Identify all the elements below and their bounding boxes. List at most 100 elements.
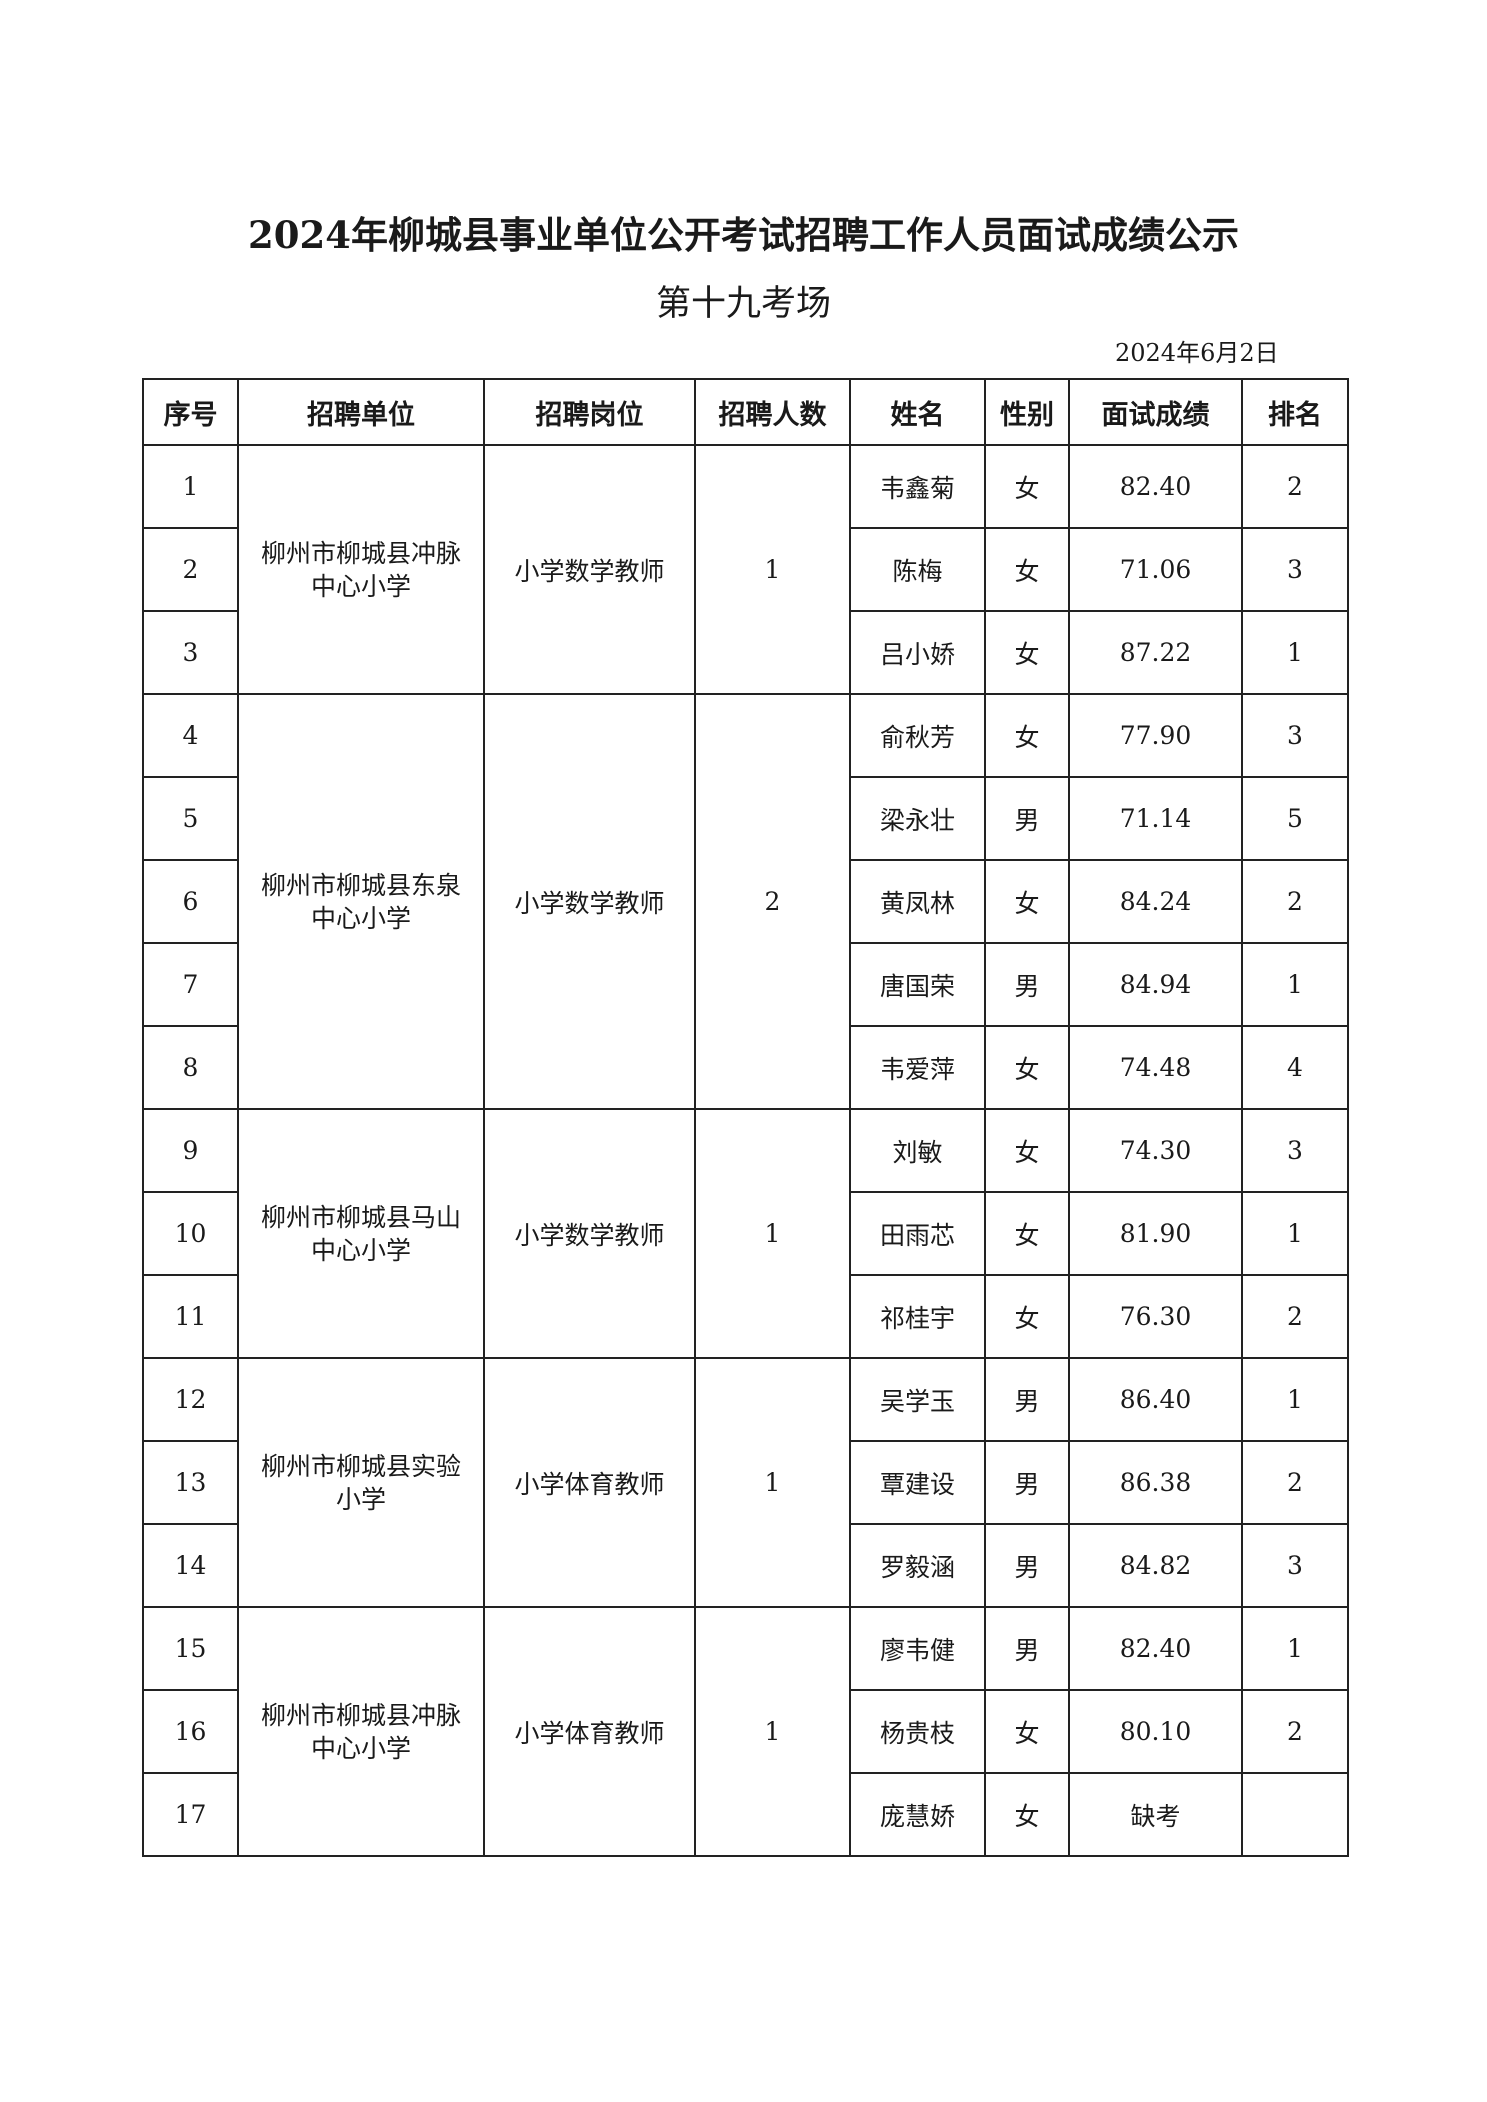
candidate-rank: 1 bbox=[1241, 1606, 1349, 1691]
table-row: 17 庞慧娇女缺考 bbox=[142, 1772, 1349, 1857]
candidate-rank: 2 bbox=[1241, 1689, 1349, 1774]
column-header: 姓名 bbox=[849, 378, 986, 446]
candidate-name: 吕小娇 bbox=[849, 610, 986, 695]
table-row: 13 覃建设男 86.38 2 bbox=[142, 1440, 1349, 1525]
candidate-name: 罗毅涵 bbox=[849, 1523, 986, 1608]
table-row: 4 柳州市柳城县东泉中心小学 小学数学教师 2 俞秋芳女 77.90 3 bbox=[142, 693, 1349, 1110]
recruiting-post: 小学体育教师 bbox=[483, 1357, 696, 1608]
row-number: 2 bbox=[142, 527, 239, 612]
candidate-name: 韦爱萍 bbox=[849, 1025, 986, 1110]
interview-score: 缺考 bbox=[1068, 1772, 1243, 1857]
candidate-gender: 女 bbox=[984, 1025, 1070, 1110]
recruit-count: 1 bbox=[694, 1108, 851, 1359]
candidate-rank: 4 bbox=[1241, 1025, 1349, 1110]
recruiting-post: 小学数学教师 bbox=[483, 444, 696, 695]
interview-score: 87.22 bbox=[1068, 610, 1243, 695]
candidate-gender: 女 bbox=[984, 1191, 1070, 1276]
candidate-gender: 男 bbox=[984, 1523, 1070, 1608]
interview-score: 86.38 bbox=[1068, 1440, 1243, 1525]
candidate-rank: 1 bbox=[1241, 1191, 1349, 1276]
interview-score: 71.14 bbox=[1068, 776, 1243, 861]
recruiting-unit: 柳州市柳城县实验小学 bbox=[237, 1357, 485, 1608]
table-row: 16 杨贵枝女 80.10 2 bbox=[142, 1689, 1349, 1774]
candidate-gender: 女 bbox=[984, 693, 1070, 778]
candidate-name: 唐国荣 bbox=[849, 942, 986, 1027]
row-number: 4 bbox=[142, 693, 239, 778]
candidate-name: 陈梅 bbox=[849, 527, 986, 612]
recruit-count: 2 bbox=[694, 693, 851, 1110]
column-header: 招聘岗位 bbox=[483, 378, 696, 446]
table-row: 12 柳州市柳城县实验小学 小学体育教师 1 吴学玉男 86.40 1 bbox=[142, 1357, 1349, 1608]
row-number: 1 bbox=[142, 444, 239, 529]
candidate-gender: 男 bbox=[984, 1606, 1070, 1691]
table-row: 5 梁永壮男 71.14 5 bbox=[142, 776, 1349, 861]
interview-score: 82.40 bbox=[1068, 1606, 1243, 1691]
candidate-gender: 女 bbox=[984, 610, 1070, 695]
row-number: 3 bbox=[142, 610, 239, 695]
column-header: 排名 bbox=[1241, 378, 1349, 446]
candidate-gender: 男 bbox=[984, 776, 1070, 861]
candidate-name: 梁永壮 bbox=[849, 776, 986, 861]
table-row: 6 黄凤林女 84.24 2 bbox=[142, 859, 1349, 944]
row-number: 9 bbox=[142, 1108, 239, 1193]
document-title: 2024年柳城县事业单位公开考试招聘工作人员面试成绩公示 bbox=[248, 213, 1239, 257]
interview-score: 71.06 bbox=[1068, 527, 1243, 612]
row-number: 16 bbox=[142, 1689, 239, 1774]
candidate-gender: 男 bbox=[984, 1440, 1070, 1525]
interview-score: 80.10 bbox=[1068, 1689, 1243, 1774]
row-number: 17 bbox=[142, 1772, 239, 1857]
candidate-rank: 3 bbox=[1241, 1523, 1349, 1608]
candidate-name: 韦鑫菊 bbox=[849, 444, 986, 529]
table-row: 9 柳州市柳城县马山中心小学 小学数学教师 1 刘敏女 74.30 3 bbox=[142, 1108, 1349, 1359]
row-number: 10 bbox=[142, 1191, 239, 1276]
candidate-name: 俞秋芳 bbox=[849, 693, 986, 778]
candidate-name: 吴学玉 bbox=[849, 1357, 986, 1442]
recruiting-post: 小学数学教师 bbox=[483, 693, 696, 1110]
recruiting-post: 小学体育教师 bbox=[483, 1606, 696, 1857]
recruit-count: 1 bbox=[694, 444, 851, 695]
candidate-gender: 女 bbox=[984, 444, 1070, 529]
interview-score: 76.30 bbox=[1068, 1274, 1243, 1359]
interview-score: 74.30 bbox=[1068, 1108, 1243, 1193]
candidate-rank: 2 bbox=[1241, 1440, 1349, 1525]
interview-score: 84.24 bbox=[1068, 859, 1243, 944]
candidate-rank: 1 bbox=[1241, 1357, 1349, 1442]
row-number: 13 bbox=[142, 1440, 239, 1525]
candidate-rank: 1 bbox=[1241, 942, 1349, 1027]
document-subtitle: 第十九考场 bbox=[655, 284, 831, 324]
recruit-count: 1 bbox=[694, 1357, 851, 1608]
table-row: 14 罗毅涵男 84.82 3 bbox=[142, 1523, 1349, 1608]
candidate-gender: 女 bbox=[984, 1274, 1070, 1359]
row-number: 11 bbox=[142, 1274, 239, 1359]
candidate-gender: 女 bbox=[984, 527, 1070, 612]
candidate-name: 庞慧娇 bbox=[849, 1772, 986, 1857]
interview-score: 81.90 bbox=[1068, 1191, 1243, 1276]
table-row: 3 吕小娇女 87.22 1 bbox=[142, 610, 1349, 695]
table-row: 7 唐国荣男 84.94 1 bbox=[142, 942, 1349, 1027]
row-number: 14 bbox=[142, 1523, 239, 1608]
table-row: 10 田雨芯女 81.90 1 bbox=[142, 1191, 1349, 1276]
candidate-rank: 1 bbox=[1241, 610, 1349, 695]
candidate-name: 黄凤林 bbox=[849, 859, 986, 944]
candidate-gender: 女 bbox=[984, 1108, 1070, 1193]
candidate-gender: 男 bbox=[984, 1357, 1070, 1442]
table-row: 8 韦爱萍女 74.48 4 bbox=[142, 1025, 1349, 1110]
candidate-name: 廖韦健 bbox=[849, 1606, 986, 1691]
candidate-rank: 2 bbox=[1241, 859, 1349, 944]
interview-score: 84.82 bbox=[1068, 1523, 1243, 1608]
candidate-name: 杨贵枝 bbox=[849, 1689, 986, 1774]
row-number: 5 bbox=[142, 776, 239, 861]
candidate-rank: 3 bbox=[1241, 1108, 1349, 1193]
interview-score: 86.40 bbox=[1068, 1357, 1243, 1442]
row-number: 6 bbox=[142, 859, 239, 944]
row-number: 8 bbox=[142, 1025, 239, 1110]
candidate-rank: 2 bbox=[1241, 444, 1349, 529]
recruit-count: 1 bbox=[694, 1606, 851, 1857]
candidate-rank: 3 bbox=[1241, 693, 1349, 778]
column-header: 招聘单位 bbox=[237, 378, 485, 446]
column-header: 性别 bbox=[984, 378, 1070, 446]
recruiting-unit: 柳州市柳城县冲脉中心小学 bbox=[237, 1606, 485, 1857]
candidate-gender: 女 bbox=[984, 1689, 1070, 1774]
table-row: 2 陈梅女 71.06 3 bbox=[142, 527, 1349, 612]
table-row: 11 祁桂宇女 76.30 2 bbox=[142, 1274, 1349, 1359]
